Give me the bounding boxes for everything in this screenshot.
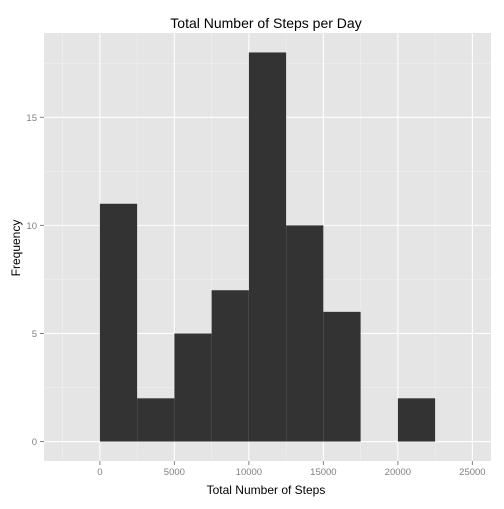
y-tick-label: 15 bbox=[26, 113, 37, 124]
chart-title: Total Number of Steps per Day bbox=[170, 15, 361, 31]
histogram-bars bbox=[99, 52, 436, 442]
histogram-bar bbox=[137, 398, 175, 442]
x-tick-label: 0 bbox=[97, 467, 102, 478]
y-tick-label: 5 bbox=[32, 329, 37, 340]
histogram-bar bbox=[174, 333, 212, 442]
y-axis-title: Frequency bbox=[9, 220, 23, 277]
x-axis-ticks: 0 5000 10000 15000 20000 25000 bbox=[97, 461, 486, 478]
histogram-bar bbox=[397, 398, 436, 442]
histogram-bar bbox=[248, 52, 287, 442]
x-tick-label: 20000 bbox=[385, 467, 411, 478]
x-tick-label: 25000 bbox=[459, 467, 485, 478]
x-axis-title: Total Number of Steps bbox=[207, 483, 326, 497]
x-tick-label: 5000 bbox=[164, 467, 185, 478]
x-tick-label: 10000 bbox=[236, 467, 262, 478]
y-tick-label: 0 bbox=[32, 437, 37, 448]
histogram-bar bbox=[211, 290, 249, 442]
x-tick-label: 15000 bbox=[310, 467, 336, 478]
y-axis-ticks: 0 5 10 15 bbox=[26, 113, 44, 448]
histogram-bar bbox=[286, 225, 324, 442]
histogram-bar bbox=[99, 203, 138, 442]
y-tick-label: 10 bbox=[26, 221, 37, 232]
histogram-bar bbox=[323, 311, 361, 442]
